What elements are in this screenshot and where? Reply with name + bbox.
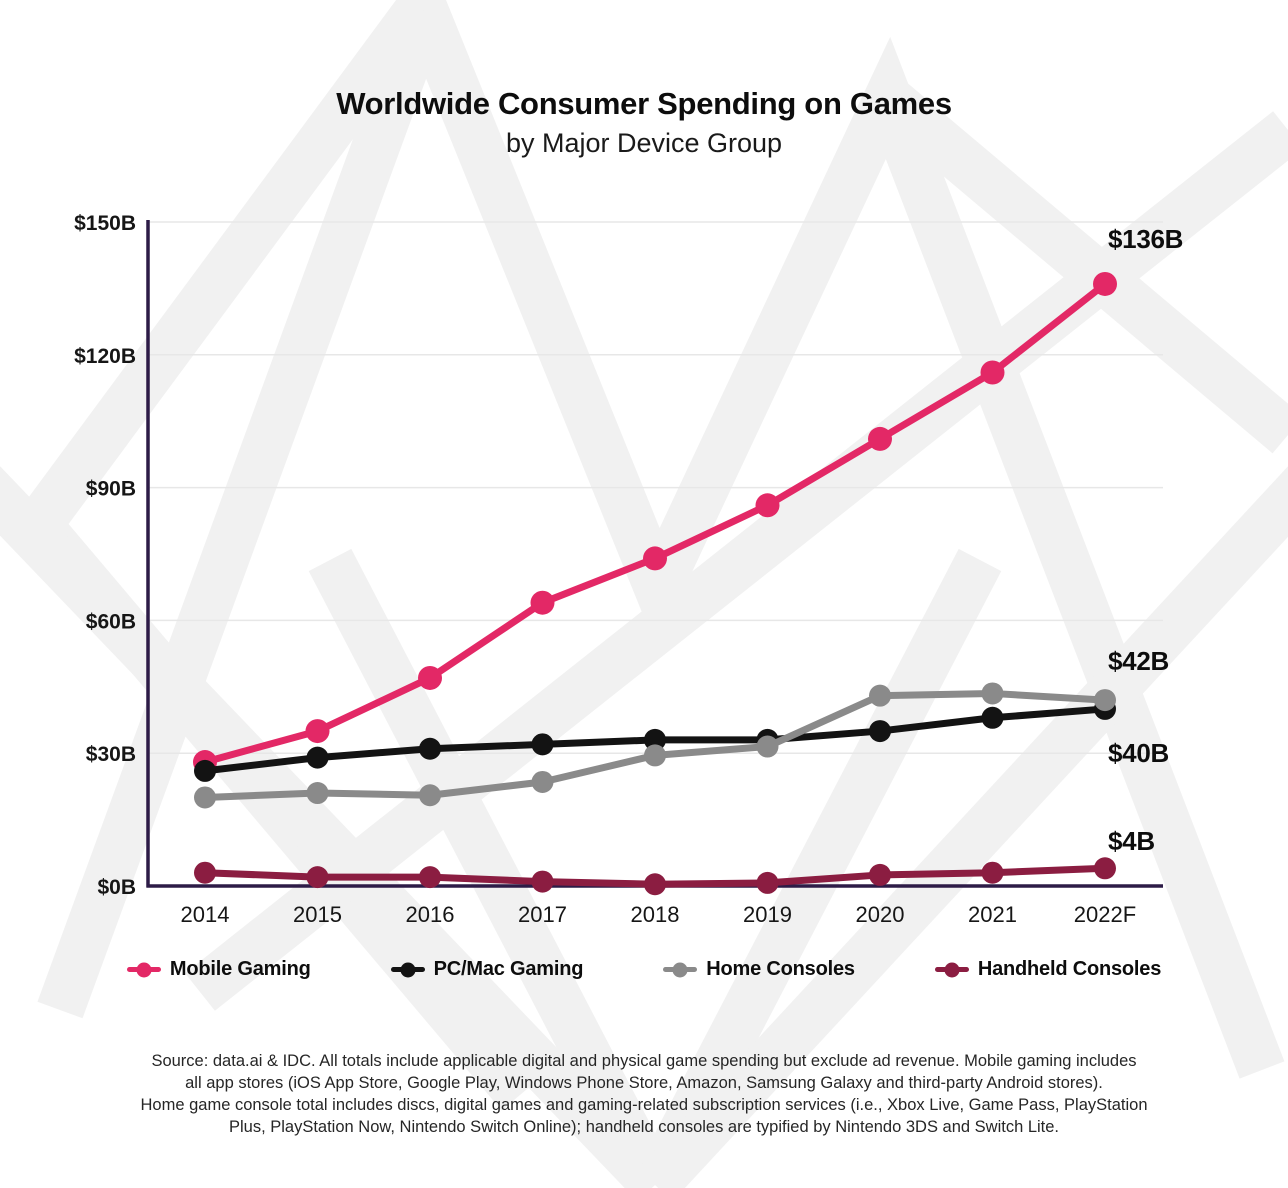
svg-text:$90B: $90B — [86, 478, 136, 501]
svg-text:2022F: 2022F — [1074, 902, 1136, 927]
legend-item-pc-mac-gaming: PC/Mac Gaming — [390, 958, 584, 981]
watermark-fan-2 — [308, 548, 677, 1188]
watermark-fan-4 — [637, 466, 1288, 1188]
legend-item-home-consoles: Home Consoles — [663, 958, 855, 981]
chart-title: Worldwide Consumer Spending on Games — [336, 86, 952, 121]
source-note-line: Source: data.ai & IDC. All totals includ… — [151, 1052, 1137, 1070]
end-label-mobile-gaming: $136B — [1108, 224, 1184, 254]
end-label-handheld-consoles: $4B — [1108, 826, 1155, 856]
svg-text:2018: 2018 — [631, 902, 680, 927]
chart-subtitle: by Major Device Group — [505, 128, 783, 158]
end-label-pc-mac-gaming: $40B — [1108, 738, 1169, 768]
source-note: Source: data.ai & IDC. All totals includ… — [114, 1050, 1174, 1138]
watermark-fan-1 — [0, 466, 673, 1188]
svg-text:2014: 2014 — [181, 902, 230, 927]
source-note-line: Plus, PlayStation Now, Nintendo Switch O… — [228, 1118, 1060, 1136]
svg-text:2020: 2020 — [856, 902, 905, 927]
legend-label: Home Consoles — [706, 958, 855, 980]
mobile-gaming-line-marker-icon — [126, 967, 161, 972]
svg-text:2016: 2016 — [406, 902, 455, 927]
source-note-line: Home game console total includes discs, … — [140, 1096, 1148, 1114]
end-label-home-consoles: $42B — [1108, 646, 1169, 676]
svg-text:$0B: $0B — [97, 876, 136, 899]
svg-text:2021: 2021 — [968, 902, 1017, 927]
svg-text:$60B: $60B — [86, 610, 136, 633]
svg-text:2019: 2019 — [743, 902, 792, 927]
legend-label: Mobile Gaming — [169, 958, 311, 980]
legend-label: PC/Mac Gaming — [433, 958, 584, 980]
source-note-line: all app stores (iOS App Store, Google Pl… — [185, 1074, 1103, 1092]
watermark-fan-3 — [633, 548, 1002, 1188]
header: Worldwide Consumer Spending on Games by … — [0, 84, 1288, 160]
svg-text:2017: 2017 — [518, 902, 567, 927]
handheld-consoles-line-marker-icon — [934, 967, 969, 972]
watermark-peaks — [37, 0, 1285, 1079]
legend-item-mobile-gaming: Mobile Gaming — [126, 958, 311, 981]
chart-legend: Mobile Gaming PC/Mac Gaming Home Console… — [0, 958, 1288, 981]
svg-text:$150B: $150B — [74, 212, 136, 235]
svg-text:$30B: $30B — [86, 743, 136, 766]
legend-item-handheld-consoles: Handheld Consoles — [934, 958, 1162, 981]
pc-mac-gaming-line-marker-icon — [390, 967, 425, 972]
legend-label: Handheld Consoles — [977, 958, 1162, 980]
home-consoles-line-marker-icon — [663, 967, 698, 972]
svg-text:$120B: $120B — [74, 345, 136, 368]
svg-text:2015: 2015 — [293, 902, 342, 927]
